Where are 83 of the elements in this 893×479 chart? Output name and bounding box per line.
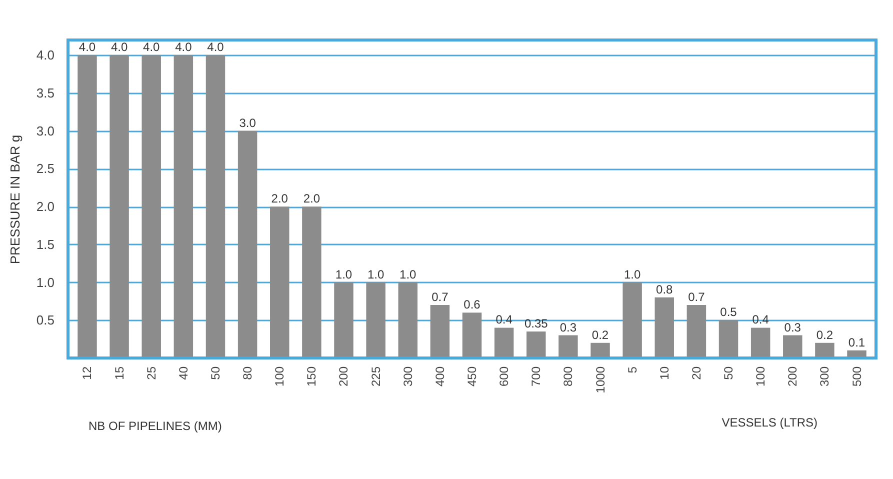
data-label: 4.0	[143, 40, 160, 54]
bar	[110, 55, 129, 358]
data-label: 2.0	[303, 192, 320, 206]
data-label: 4.0	[78, 40, 96, 54]
data-label: 0.3	[560, 320, 577, 334]
x-tick-label: 50	[722, 366, 736, 380]
bar	[206, 55, 226, 358]
bar	[686, 305, 706, 358]
x-tick-label: 12	[80, 366, 94, 380]
x-tick-label: 80	[240, 366, 255, 380]
data-label: 1.0	[624, 267, 641, 282]
bar	[334, 282, 354, 358]
bar	[815, 342, 834, 358]
bar	[494, 328, 514, 358]
bar	[622, 282, 642, 358]
data-label: 1.0	[400, 267, 417, 282]
bar	[558, 335, 578, 358]
text: VESSELS (LTRS)	[722, 416, 818, 430]
y-tick-label: 4.0	[36, 48, 54, 63]
x-tick-label: 10	[657, 366, 672, 380]
x-tick-label: 500	[850, 366, 864, 387]
data-label: 2.0	[271, 192, 288, 206]
data-label: 0.35	[524, 316, 548, 330]
bar	[783, 335, 802, 358]
bar	[750, 328, 770, 358]
x-tick-label: 40	[176, 366, 190, 380]
x-axis-title: NB OF PIPELINES (MM)	[88, 419, 222, 434]
x-tick-label: 50	[208, 366, 222, 380]
bar	[430, 305, 450, 358]
bar	[142, 55, 161, 358]
y-axis-title: PRESSURE IN BAR g	[7, 134, 22, 264]
bar	[398, 282, 418, 358]
x-tick-label: 200	[786, 366, 800, 387]
bar	[174, 55, 194, 358]
x-tick-label: 800	[561, 366, 576, 387]
x-tick-label: 200	[336, 366, 351, 387]
bar	[462, 312, 482, 358]
x-tick-label: 700	[529, 366, 544, 387]
y-tick-label: 2.5	[36, 161, 54, 176]
x-tick-label: 150	[304, 366, 319, 387]
data-label: 4.0	[175, 40, 192, 54]
bar	[526, 332, 546, 358]
y-tick-label: 3.5	[36, 86, 54, 100]
data-label: 0.2	[592, 328, 609, 342]
bar	[78, 55, 97, 358]
x-tick-label: 25	[144, 366, 158, 380]
data-label: 1.0	[367, 267, 384, 282]
data-label: 3.0	[239, 116, 256, 130]
data-label: 0.7	[432, 290, 449, 304]
bar	[718, 320, 738, 358]
data-label: 0.5	[720, 305, 738, 320]
x-tick-label: 400	[432, 366, 447, 387]
data-label: 4.0	[207, 40, 224, 54]
data-label: 1.0	[335, 267, 352, 282]
bar	[590, 342, 610, 358]
x-tick-label: 20	[689, 366, 704, 380]
data-label: 0.2	[816, 328, 834, 342]
x-tick-label: 300	[400, 366, 415, 387]
x-tick-label: 450	[465, 366, 479, 387]
y-tick-label: 2.0	[36, 199, 54, 214]
x-tick-label: 225	[368, 366, 383, 387]
data-label: 0.8	[656, 282, 674, 296]
x-tick-label: 5	[625, 366, 640, 374]
x-tick-label: 300	[818, 366, 832, 387]
y-tick-label: 3.0	[36, 123, 54, 138]
x-tick-label: 100	[272, 366, 287, 387]
data-label: 0.1	[848, 335, 866, 350]
bar	[366, 282, 386, 358]
bar	[654, 297, 674, 358]
data-label: 0.3	[784, 320, 802, 334]
data-label: 0.6	[464, 298, 481, 312]
y-tick-label: 1.5	[36, 236, 54, 252]
y-tick-label: 1.0	[36, 274, 54, 290]
data-label: 0.7	[688, 290, 706, 304]
bar	[238, 130, 258, 358]
x-tick-label: 600	[497, 366, 512, 387]
y-tick-label: 0.5	[36, 312, 54, 328]
bar	[270, 206, 290, 358]
x-tick-label: 1000	[593, 366, 608, 394]
x-tick-label: 100	[754, 366, 768, 387]
data-label: 4.0	[110, 40, 128, 54]
bar	[302, 206, 322, 358]
x-tick-label: 15	[112, 366, 126, 380]
